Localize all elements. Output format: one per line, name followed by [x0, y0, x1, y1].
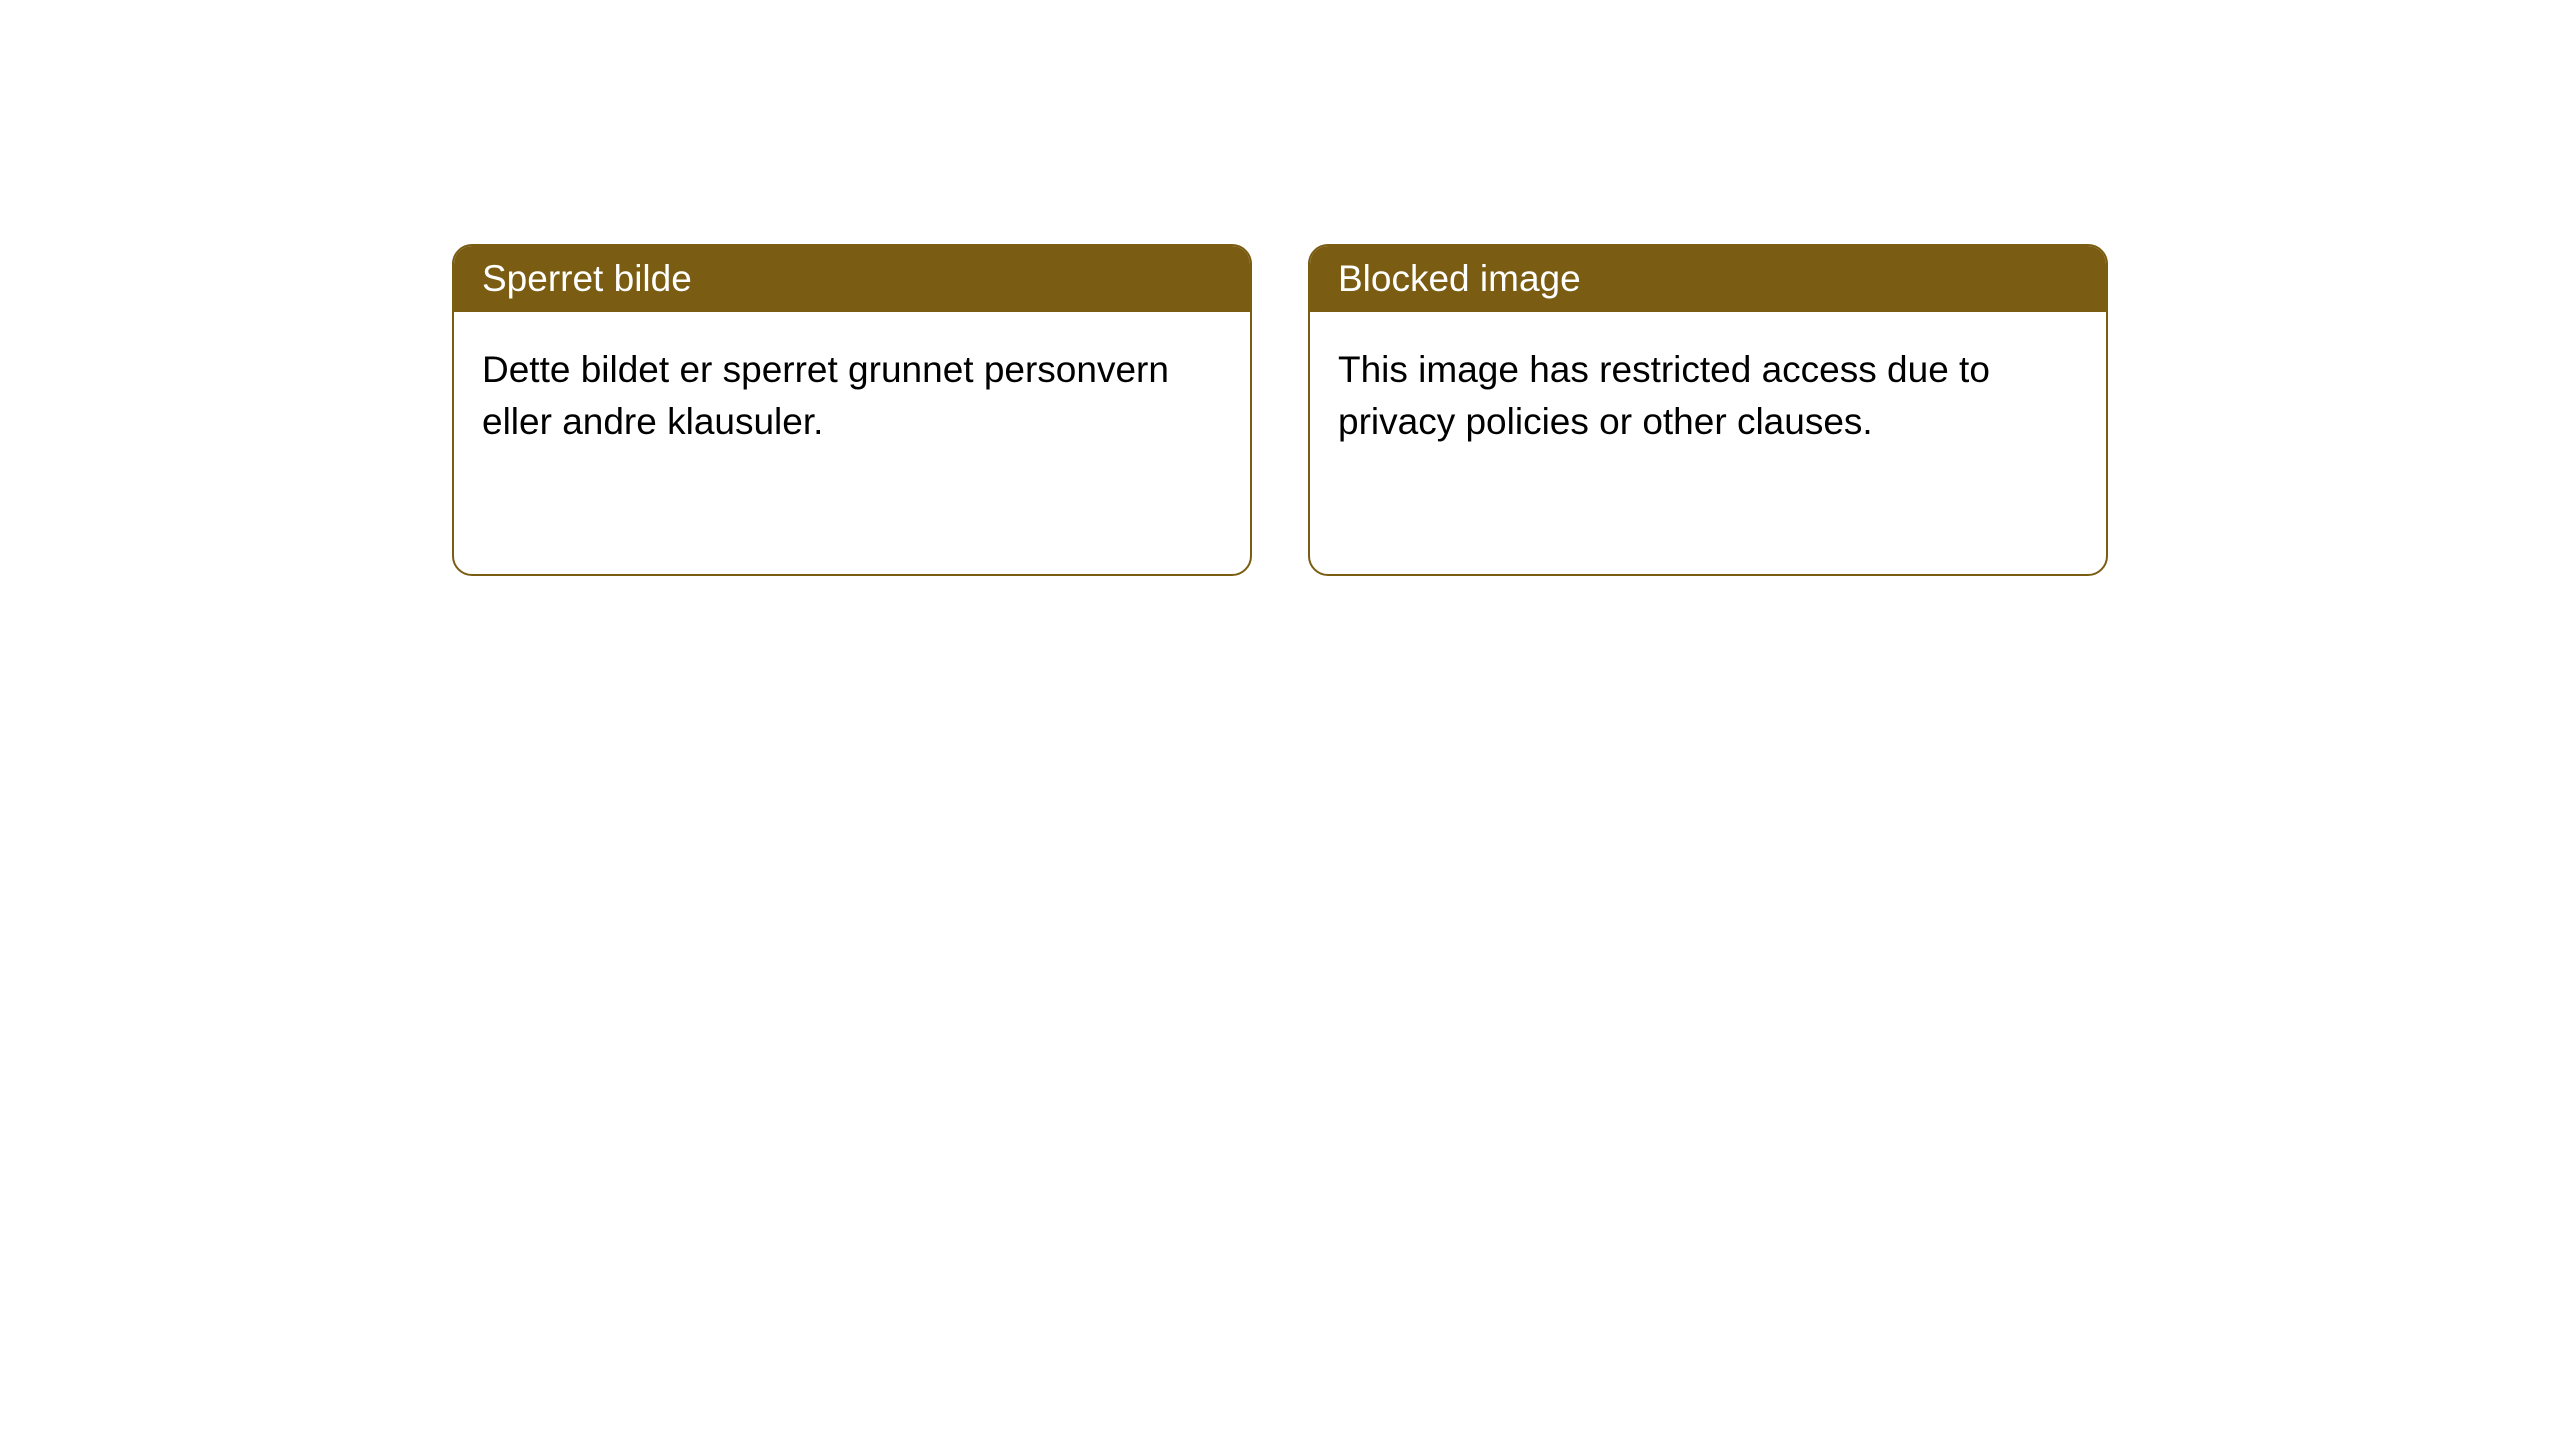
card-body-text: This image has restricted access due to …: [1338, 349, 1990, 442]
card-body-text: Dette bildet er sperret grunnet personve…: [482, 349, 1169, 442]
blocked-image-card-norwegian: Sperret bilde Dette bildet er sperret gr…: [452, 244, 1252, 576]
cards-container: Sperret bilde Dette bildet er sperret gr…: [0, 0, 2560, 576]
card-header: Blocked image: [1310, 246, 2106, 312]
card-body: This image has restricted access due to …: [1310, 312, 2106, 480]
card-header: Sperret bilde: [454, 246, 1250, 312]
card-header-text: Blocked image: [1338, 258, 1581, 299]
blocked-image-card-english: Blocked image This image has restricted …: [1308, 244, 2108, 576]
card-body: Dette bildet er sperret grunnet personve…: [454, 312, 1250, 480]
card-header-text: Sperret bilde: [482, 258, 692, 299]
